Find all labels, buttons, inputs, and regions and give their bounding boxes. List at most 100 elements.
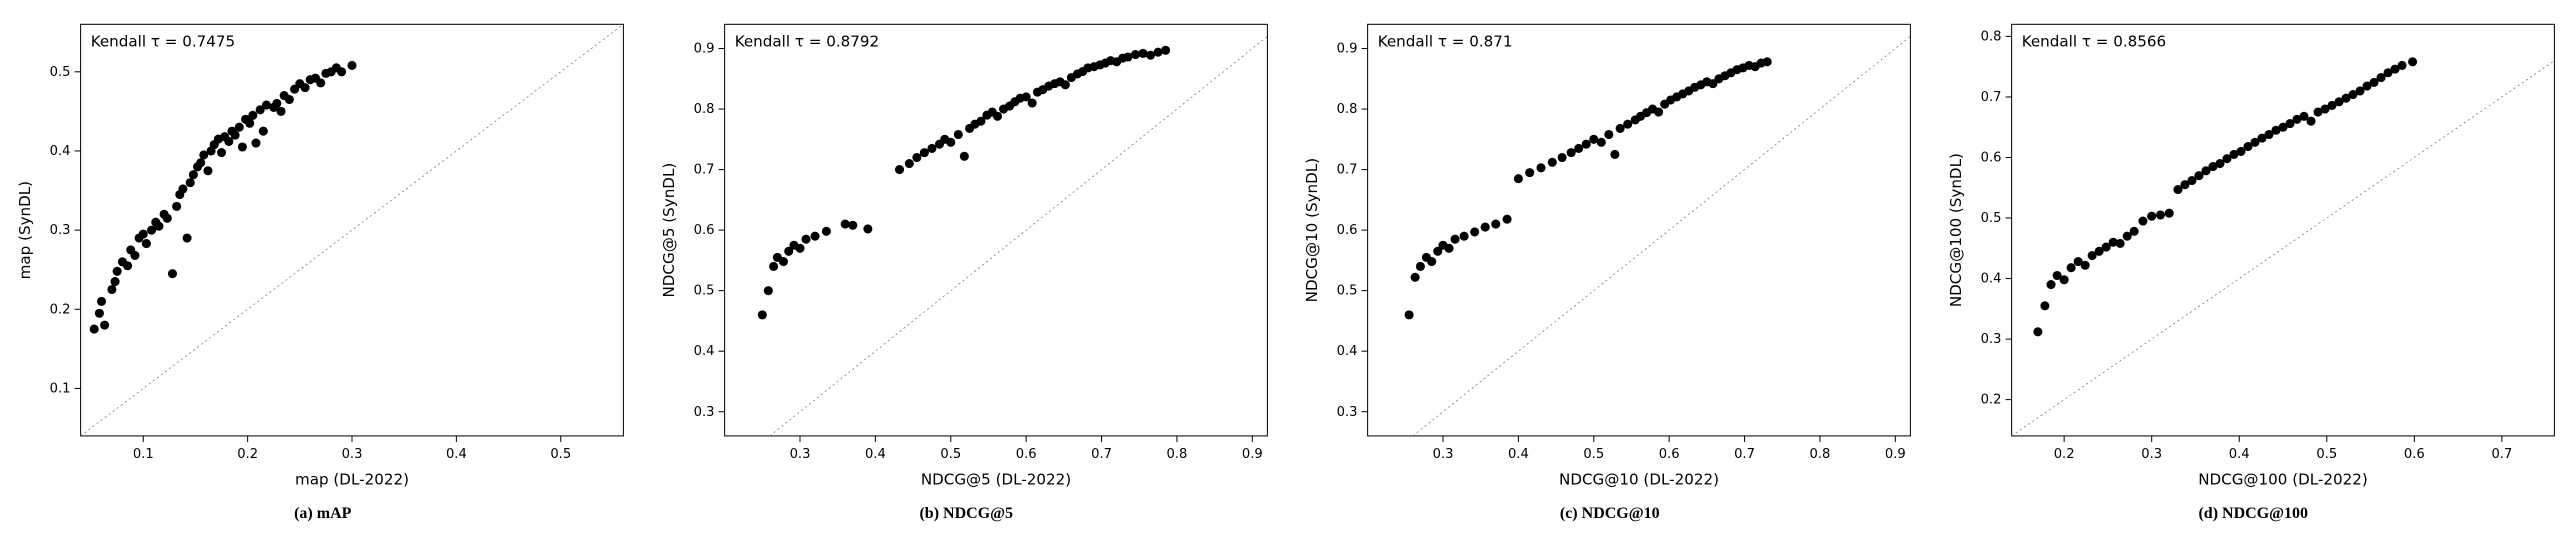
plot-d: 0.20.30.40.50.60.70.20.30.40.50.60.70.8N… bbox=[1941, 10, 2567, 499]
data-point bbox=[1558, 153, 1567, 162]
x-tick-label: 0.5 bbox=[2316, 447, 2337, 462]
data-point bbox=[763, 286, 772, 295]
data-point bbox=[123, 261, 132, 270]
y-tick-label: 0.4 bbox=[50, 144, 71, 159]
x-tick-label: 0.6 bbox=[1015, 447, 1036, 462]
y-tick-label: 0.1 bbox=[50, 381, 71, 396]
y-tick-label: 0.8 bbox=[1337, 102, 1358, 117]
y-tick-label: 0.5 bbox=[693, 284, 714, 299]
y-tick-label: 0.3 bbox=[693, 405, 714, 420]
x-axis-label: map (DL-2022) bbox=[295, 470, 409, 488]
point-layer bbox=[1405, 57, 1772, 319]
data-point bbox=[2066, 263, 2075, 272]
y-tick-label: 0.6 bbox=[1980, 151, 2001, 166]
data-point bbox=[959, 152, 968, 161]
data-point bbox=[178, 184, 187, 193]
scatter-a: 0.10.20.30.40.50.10.20.30.40.5map (DL-20… bbox=[10, 10, 636, 499]
x-tick-label: 0.5 bbox=[1583, 447, 1604, 462]
data-point bbox=[1027, 98, 1036, 107]
data-point bbox=[894, 165, 903, 174]
y-tick-label: 0.7 bbox=[693, 163, 714, 178]
kendall-tau-annot: Kendall τ = 0.871 bbox=[1378, 33, 1513, 51]
data-point bbox=[912, 153, 921, 162]
y-tick-label: 0.8 bbox=[1980, 29, 2001, 44]
y-tick-label: 0.9 bbox=[1337, 42, 1358, 57]
x-tick-label: 0.3 bbox=[1433, 447, 1454, 462]
data-point bbox=[1597, 138, 1606, 147]
y-tick-label: 0.7 bbox=[1337, 163, 1358, 178]
panel-d: 0.20.30.40.50.60.70.20.30.40.50.60.70.8N… bbox=[1941, 10, 2567, 523]
y-axis-label: NDCG@5 (SynDL) bbox=[660, 163, 678, 298]
scatter-b: 0.30.40.50.60.70.80.90.30.40.50.60.70.80… bbox=[654, 10, 1280, 499]
y-tick-label: 0.6 bbox=[693, 223, 714, 238]
data-point bbox=[992, 112, 1001, 121]
caption-d: (d) NDCG@100 bbox=[2198, 505, 2308, 523]
data-point bbox=[186, 178, 195, 187]
x-tick-label: 0.3 bbox=[789, 447, 810, 462]
panel-a: 0.10.20.30.40.50.10.20.30.40.5map (DL-20… bbox=[10, 10, 636, 523]
data-point bbox=[337, 67, 346, 76]
data-point bbox=[1451, 235, 1460, 244]
plot-a: 0.10.20.30.40.50.10.20.30.40.5map (DL-20… bbox=[10, 10, 636, 499]
y-tick-label: 0.3 bbox=[1980, 332, 2001, 347]
data-point bbox=[795, 244, 804, 253]
x-tick-label: 0.7 bbox=[1734, 447, 1755, 462]
data-point bbox=[1582, 140, 1591, 149]
y-tick-label: 0.4 bbox=[1337, 344, 1358, 359]
x-tick-label: 0.7 bbox=[1091, 447, 1112, 462]
x-tick-label: 0.5 bbox=[550, 447, 571, 462]
y-tick-label: 0.6 bbox=[1337, 223, 1358, 238]
x-axis-label: NDCG@100 (DL-2022) bbox=[2198, 470, 2368, 488]
data-point bbox=[953, 130, 962, 139]
data-point bbox=[769, 262, 778, 271]
data-point bbox=[285, 95, 294, 104]
kendall-tau-annot: Kendall τ = 0.8566 bbox=[2021, 33, 2165, 51]
diagonal-line bbox=[2011, 61, 2554, 436]
point-layer bbox=[757, 46, 1169, 320]
data-point bbox=[2129, 227, 2138, 236]
figure-row: 0.10.20.30.40.50.10.20.30.40.5map (DL-20… bbox=[10, 10, 2566, 523]
data-point bbox=[2138, 217, 2147, 226]
data-point bbox=[1060, 80, 1069, 89]
y-tick-label: 0.2 bbox=[50, 302, 71, 317]
data-point bbox=[1427, 257, 1436, 266]
x-tick-label: 0.1 bbox=[133, 447, 154, 462]
panel-c: 0.30.40.50.60.70.80.90.30.40.50.60.70.80… bbox=[1297, 10, 1923, 523]
data-point bbox=[2306, 117, 2315, 126]
data-point bbox=[95, 309, 104, 318]
x-axis-label: NDCG@5 (DL-2022) bbox=[920, 470, 1070, 488]
y-tick-label: 0.9 bbox=[693, 42, 714, 57]
data-point bbox=[272, 99, 281, 108]
x-tick-label: 0.4 bbox=[1508, 447, 1529, 462]
x-tick-label: 0.8 bbox=[1810, 447, 1831, 462]
data-point bbox=[1763, 57, 1772, 66]
y-tick-label: 0.7 bbox=[1980, 90, 2001, 105]
data-point bbox=[1444, 244, 1453, 253]
data-point bbox=[1153, 48, 1162, 57]
kendall-tau-annot: Kendall τ = 0.7475 bbox=[91, 33, 235, 51]
plot-b: 0.30.40.50.60.70.80.90.30.40.50.60.70.80… bbox=[654, 10, 1280, 499]
data-point bbox=[1525, 168, 1534, 177]
data-point bbox=[1138, 49, 1147, 58]
x-tick-label: 0.9 bbox=[1885, 447, 1906, 462]
data-point bbox=[347, 61, 356, 70]
data-point bbox=[2155, 210, 2164, 219]
data-point bbox=[111, 277, 120, 286]
x-tick-label: 0.4 bbox=[446, 447, 467, 462]
data-point bbox=[183, 233, 192, 242]
data-point bbox=[100, 321, 109, 330]
data-point bbox=[97, 297, 106, 306]
data-point bbox=[217, 148, 226, 157]
data-point bbox=[2115, 239, 2124, 248]
y-axis-label: NDCG@10 (SynDL) bbox=[1303, 158, 1321, 302]
data-point bbox=[1514, 174, 1523, 183]
x-tick-label: 0.7 bbox=[2491, 447, 2512, 462]
scatter-c: 0.30.40.50.60.70.80.90.30.40.50.60.70.80… bbox=[1297, 10, 1923, 499]
data-point bbox=[2164, 209, 2173, 218]
data-point bbox=[276, 107, 285, 116]
data-point bbox=[154, 222, 163, 231]
data-point bbox=[1610, 150, 1619, 159]
y-tick-label: 0.3 bbox=[1337, 405, 1358, 420]
data-point bbox=[251, 139, 260, 148]
data-point bbox=[2080, 261, 2089, 270]
